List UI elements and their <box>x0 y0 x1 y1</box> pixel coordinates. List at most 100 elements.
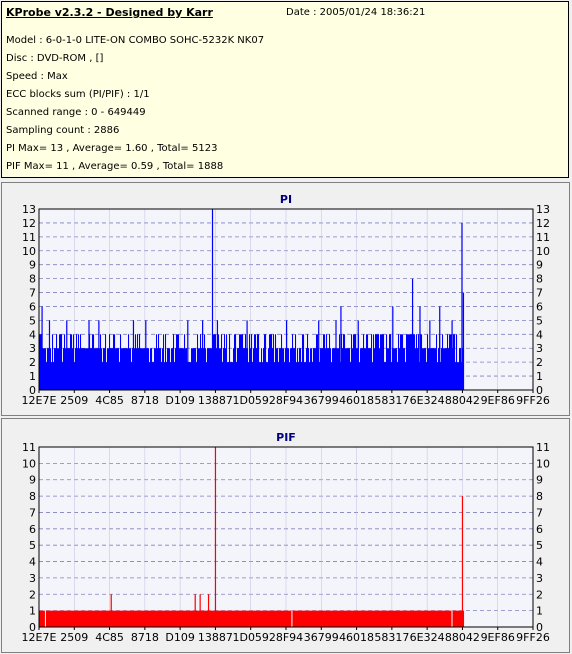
bar <box>330 348 332 390</box>
bar <box>59 334 61 390</box>
bar <box>195 348 197 390</box>
bar <box>100 334 102 390</box>
bar <box>140 348 142 390</box>
bar <box>201 348 203 390</box>
bar <box>95 348 97 390</box>
bar <box>212 610 214 627</box>
bar <box>91 610 93 627</box>
y-tick-label-left: 10 <box>22 457 36 470</box>
bar <box>367 334 369 390</box>
bar <box>426 362 428 390</box>
bar-spike <box>72 376 74 390</box>
bar <box>194 348 196 390</box>
bar <box>300 348 302 390</box>
bar <box>241 334 243 390</box>
bar <box>182 348 184 390</box>
bar <box>190 610 192 627</box>
bar <box>400 334 402 390</box>
bar <box>446 610 448 627</box>
bar <box>364 610 366 627</box>
bar <box>207 610 209 627</box>
bar <box>191 610 193 627</box>
bar <box>434 348 436 390</box>
bar <box>274 610 276 627</box>
bar <box>450 334 452 390</box>
bar <box>65 348 67 390</box>
y-tick-label-right: 10 <box>536 457 550 470</box>
bar <box>187 610 189 627</box>
bar <box>128 610 130 627</box>
bar <box>366 610 368 627</box>
bar <box>379 610 381 627</box>
bar <box>103 610 105 627</box>
bar <box>393 610 395 627</box>
bar <box>171 348 173 390</box>
bar <box>162 348 164 390</box>
bar <box>85 610 87 627</box>
bar <box>161 362 163 390</box>
bar <box>213 610 215 627</box>
bar-spike <box>439 306 441 390</box>
bar <box>144 348 146 390</box>
bar <box>159 348 161 390</box>
y-tick-label-right: 6 <box>536 300 543 313</box>
bar <box>93 334 95 390</box>
bar <box>65 610 67 627</box>
bar <box>125 348 127 390</box>
bar <box>463 610 465 627</box>
bar <box>432 610 434 627</box>
bar <box>118 348 120 390</box>
bar <box>239 334 241 390</box>
bar <box>311 348 313 390</box>
bar <box>326 610 328 627</box>
bar <box>383 334 385 390</box>
bar <box>264 334 266 390</box>
bar-spike <box>194 594 196 627</box>
bar <box>160 610 162 627</box>
bar <box>228 362 230 390</box>
bar <box>114 334 116 390</box>
bar <box>112 348 114 390</box>
bar <box>277 348 279 390</box>
x-tick-label: 9FF26 <box>516 631 550 644</box>
bar <box>296 610 298 627</box>
x-tick-label: 1D059 <box>232 394 268 407</box>
bar <box>70 610 72 627</box>
bar <box>275 334 277 390</box>
bar <box>67 610 69 627</box>
bar <box>222 610 224 627</box>
y-tick-label-right: 0 <box>536 621 543 634</box>
bar <box>75 610 77 627</box>
bar <box>82 348 84 390</box>
bar <box>178 334 180 390</box>
bar <box>244 348 246 390</box>
bar <box>418 334 420 390</box>
bar <box>165 610 167 627</box>
bar <box>145 610 147 627</box>
y-tick-label-right: 5 <box>536 539 543 552</box>
bar <box>249 610 251 627</box>
bar <box>377 334 379 390</box>
bar <box>98 610 100 627</box>
bar <box>361 348 363 390</box>
y-tick-label-right: 6 <box>536 523 543 536</box>
bar <box>431 610 433 627</box>
bar <box>122 348 124 390</box>
bar <box>427 334 429 390</box>
y-tick-label-right: 0 <box>536 384 543 397</box>
bar <box>47 348 49 390</box>
bar <box>160 348 162 390</box>
y-tick-label-left: 6 <box>29 523 36 536</box>
bar <box>415 348 417 390</box>
bar <box>227 610 229 627</box>
bar <box>90 610 92 627</box>
bar <box>453 610 455 627</box>
bar <box>254 610 256 627</box>
bar <box>217 610 219 627</box>
bar <box>377 610 379 627</box>
bar <box>301 362 303 390</box>
bar <box>209 348 211 390</box>
bar <box>255 334 257 390</box>
bar <box>107 348 109 390</box>
y-tick-label-right: 2 <box>536 588 543 601</box>
